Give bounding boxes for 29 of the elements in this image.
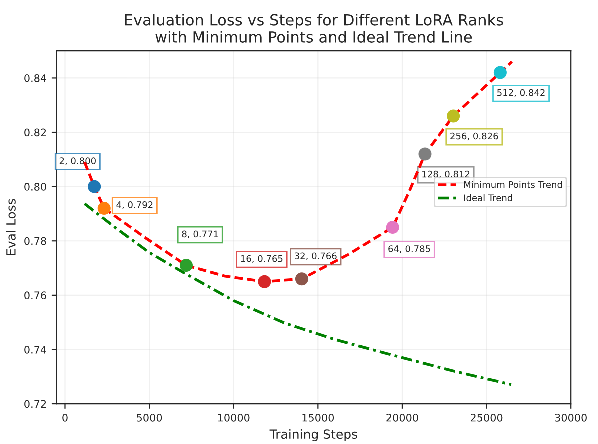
x-tick-label: 25000 — [470, 414, 503, 422]
x-tick-label: 30000 — [555, 414, 587, 422]
x-tick-label: 0 — [62, 414, 68, 422]
legend-label: Minimum Points Trend — [464, 181, 562, 188]
x-tick-label: 20000 — [386, 414, 418, 422]
annotation: 8, 0.771 — [182, 230, 218, 239]
y-tick-label: 0.76 — [24, 292, 46, 300]
annotation: 512, 0.842 — [498, 89, 545, 98]
annotation: 128, 0.812 — [422, 170, 470, 179]
line-series — [83, 202, 513, 386]
y-tick-label: 0.80 — [24, 183, 46, 191]
annotation: 4, 0.792 — [116, 202, 153, 210]
legend-label: Ideal Trend — [464, 194, 512, 202]
x-tick-label: 5000 — [137, 414, 162, 422]
y-tick-label: 0.78 — [24, 237, 46, 246]
x-tick-label: 10000 — [218, 414, 250, 422]
annotation: 2, 0.800 — [60, 158, 96, 166]
x-axis-title: Training Steps — [270, 429, 358, 442]
annotation: 32, 0.766 — [295, 252, 337, 260]
annotation: 64, 0.785 — [388, 246, 430, 254]
y-tick-label: 0.72 — [24, 400, 46, 408]
annotation: 256, 0.826 — [450, 132, 498, 141]
x-tick-label: 15000 — [302, 414, 334, 422]
y-tick-label: 0.84 — [24, 74, 47, 82]
chart-title: Evaluation Loss vs Steps for Different LoRA Ranks with Minimum Points and Ideal Trend Line — [125, 14, 504, 43]
y-tick-label: 0.82 — [24, 128, 46, 137]
annotation: 16, 0.765 — [241, 255, 283, 264]
y-axis-title: Eval Loss — [6, 199, 16, 256]
y-tick-label: 0.74 — [24, 346, 47, 354]
